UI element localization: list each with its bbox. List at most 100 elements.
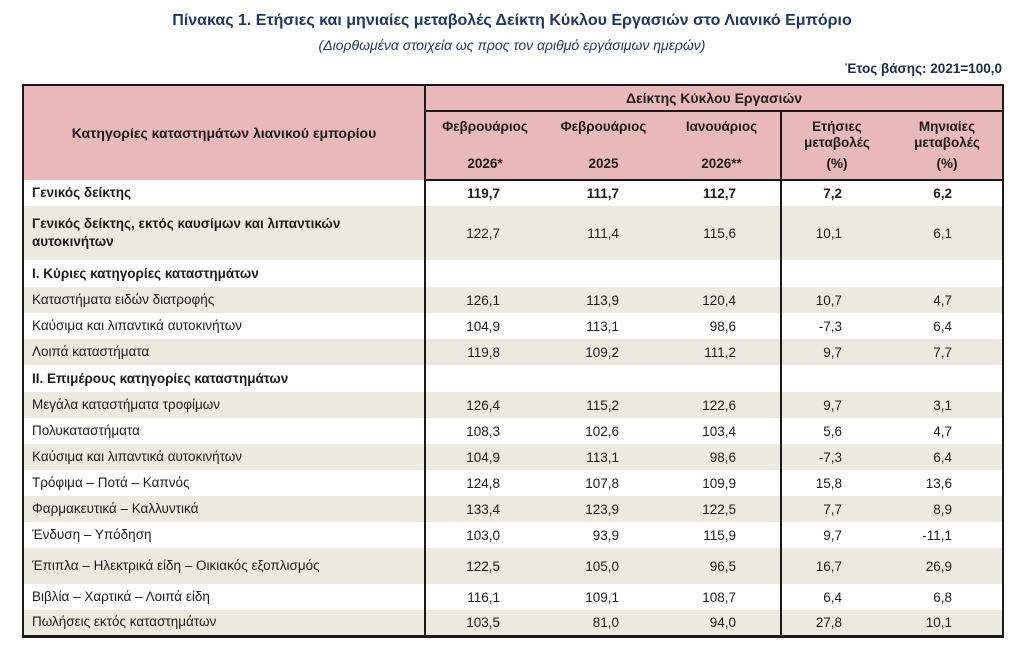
category-cell: ΙΙ. Επιμέρους κατηγορίες καταστημάτων [23,365,425,392]
table-row: Φαρμακευτικά – Καλλυντικά 133,4 123,9 122,5… [23,496,1003,522]
table-row: Καταστήματα ειδών διατροφής 126,1 113,9 120… [23,287,1003,313]
value-cell: 126,4 [424,392,544,418]
value-cell: 122,7 [424,206,544,260]
value-cell: 111,2 [663,339,781,365]
value-cell [663,365,781,392]
value-cell: 105,0 [544,548,663,584]
value-cell: 6,4 [892,444,1003,470]
value-cell: 103,0 [424,522,544,548]
column-header-monthly-change: Μηνιαίες μεταβολές (%) [892,111,1003,181]
value-cell: 96,5 [663,548,781,584]
value-cell: 6,2 [892,180,1003,206]
category-cell: Φαρμακευτικά – Καλλυντικά [23,496,425,522]
table-body: Γενικός δείκτης 119,7 111,7 112,7 7,2 6,2 Γενι… [23,180,1003,636]
value-cell: 9,7 [780,339,892,365]
value-cell: 109,2 [544,339,663,365]
value-cell: 4,7 [892,287,1003,313]
value-cell: 108,3 [424,418,544,444]
table-row: Καύσιμα και λιπαντικά αυτοκινήτων 104,9 11… [23,444,1003,470]
value-cell: 8,9 [892,496,1003,522]
page-title: Πίνακας 1. Ετήσιες και μηνιαίες μεταβολέ… [172,12,852,29]
table-row: Βιβλία – Χαρτικά – Λοιπά είδη 116,1 109,1 1… [23,584,1003,610]
value-cell [892,365,1003,392]
table-row: Ένδυση – Υπόδηση 103,0 93,9 115,9 9,7 -11,1 [23,522,1003,548]
table-row: Πωλήσεις εκτός καταστημάτων 103,5 81,0 94,0… [23,610,1003,636]
column-header-annual-change: Ετήσιες μεταβολές (%) [780,111,892,181]
value-cell: 122,6 [663,392,781,418]
value-cell: 120,4 [663,287,781,313]
table-row: Γενικός δείκτης, εκτός καυσίμων και λιπα… [23,206,1003,260]
value-cell [424,260,544,287]
category-cell: Πολυκαταστήματα [23,418,425,444]
value-cell [892,260,1003,287]
value-cell: 122,5 [424,548,544,584]
value-cell [544,260,663,287]
value-cell: 107,8 [544,470,663,496]
value-cell: 81,0 [544,610,663,636]
column-header-feb-2025: Φεβρουάριος 2025 [544,111,663,181]
value-cell: 104,9 [424,313,544,339]
value-cell: 108,7 [663,584,781,610]
value-cell: -11,1 [892,522,1003,548]
value-cell: 7,7 [892,339,1003,365]
category-cell: Τρόφιμα – Ποτά – Καπνός [23,470,425,496]
value-cell: 113,9 [544,287,663,313]
value-cell: 6,1 [892,206,1003,260]
table-row: Τρόφιμα – Ποτά – Καπνός 124,8 107,8 109,9 15… [23,470,1003,496]
sub-header-row: Φεβρουάριος 2026* Φεβρουάριος 2025 Ιανου… [23,111,1003,181]
category-cell: Γενικός δείκτης [23,180,425,206]
category-cell: Γενικός δείκτης, εκτός καυσίμων και λιπα… [23,206,425,260]
value-cell: 13,6 [892,470,1003,496]
value-cell: 103,4 [663,418,781,444]
value-cell: 111,7 [544,180,663,206]
value-cell: 103,5 [424,610,544,636]
table-row: Έπιπλα – Ηλεκτρικά είδη – Οικιακός εξοπλ… [23,548,1003,584]
value-cell: 6,4 [892,313,1003,339]
value-cell: 6,4 [780,584,892,610]
value-cell: 15,8 [780,470,892,496]
column-sublabel: 2025 [588,155,619,171]
table-header: Κατηγορίες καταστημάτων λιανικού εμπορίο… [23,85,1003,181]
column-label: Φεβρουάριος [442,118,528,134]
value-cell: 112,7 [663,180,781,206]
column-label: Ιανουάριος [685,118,758,134]
table-row: Μεγάλα καταστήματα τροφίμων 126,4 115,2 122… [23,392,1003,418]
value-cell: 10,7 [780,287,892,313]
value-cell: 98,6 [663,444,781,470]
value-cell: 115,2 [544,392,663,418]
value-cell: 94,0 [663,610,781,636]
value-cell: 109,1 [544,584,663,610]
value-cell [780,365,892,392]
value-cell: 113,1 [544,313,663,339]
value-cell: 16,7 [780,548,892,584]
table-row: Καύσιμα και λιπαντικά αυτοκινήτων 104,9 11… [23,313,1003,339]
value-cell: 119,7 [424,180,544,206]
table-row: Πολυκαταστήματα 108,3 102,6 103,4 5,6 4,7 [23,418,1003,444]
column-sublabel: (%) [826,155,848,171]
value-cell: 115,9 [663,522,781,548]
group-header: Δείκτης Κύκλου Εργασιών [425,85,1003,112]
base-year-note: Έτος βάσης: 2021=100,0 [844,61,1002,76]
value-cell [424,365,544,392]
category-cell: Καύσιμα και λιπαντικά αυτοκινήτων [23,444,425,470]
value-cell: 6,8 [892,584,1003,610]
value-cell: 109,9 [663,470,781,496]
value-cell: -7,3 [780,313,892,339]
value-cell: 116,1 [424,584,544,610]
category-cell: Μεγάλα καταστήματα τροφίμων [23,392,425,418]
category-cell: Λοιπά καταστήματα [23,339,425,365]
value-cell: 124,8 [424,470,544,496]
value-cell: 27,8 [780,610,892,636]
section-header-row: Ι. Κύριες κατηγορίες καταστημάτων [23,260,1003,287]
column-label: Ετήσιες μεταβολές [804,118,870,151]
category-column-header: Κατηγορίες καταστημάτων λιανικού εμπορίο… [23,85,426,180]
value-cell [780,260,892,287]
value-cell: 9,7 [780,392,892,418]
value-cell: 93,9 [544,522,663,548]
category-cell: Ένδυση – Υπόδηση [23,522,425,548]
value-cell: 104,9 [424,444,544,470]
value-cell: 123,9 [544,496,663,522]
column-sublabel: 2026** [701,155,742,171]
group-header-row: Κατηγορίες καταστημάτων λιανικού εμπορίο… [23,85,1003,180]
category-cell: Πωλήσεις εκτός καταστημάτων [23,610,425,636]
